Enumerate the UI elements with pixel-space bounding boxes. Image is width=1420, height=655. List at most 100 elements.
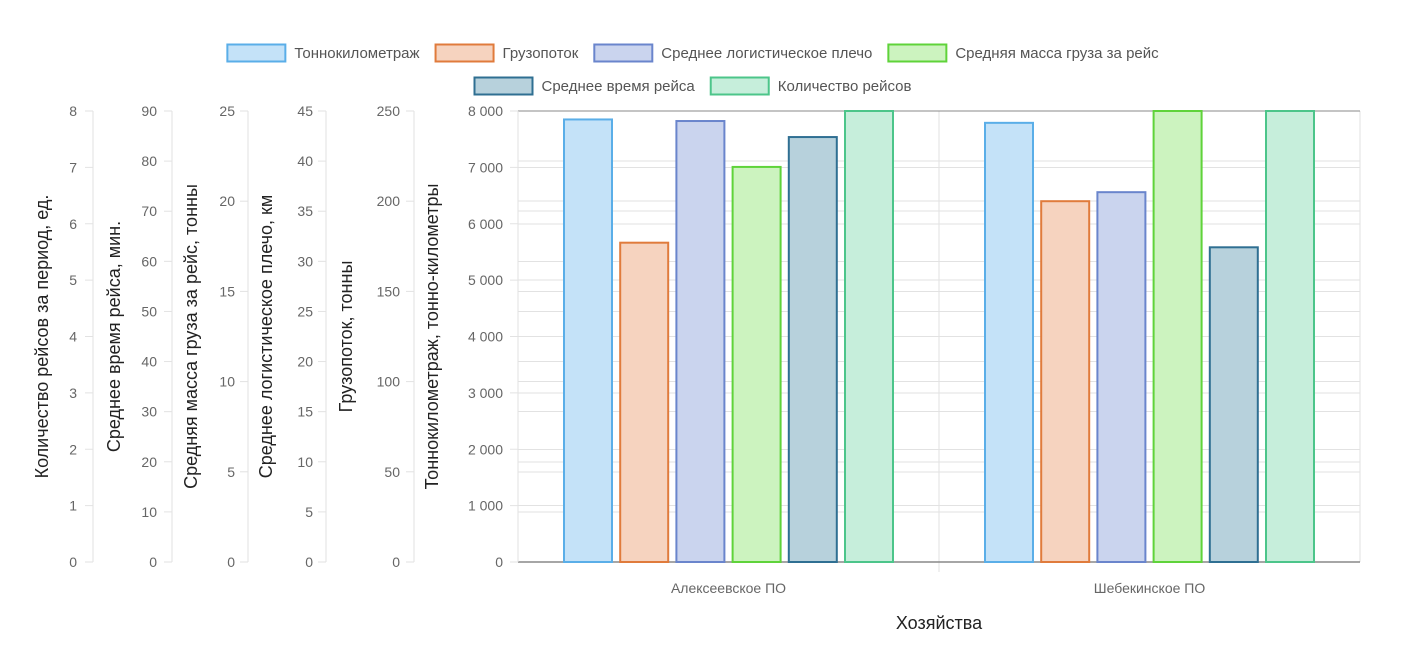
y-tick-label: 30 [141, 404, 157, 420]
legend-item: Среднее время рейса [473, 76, 696, 96]
legend-item: Тоннокилометраж [226, 43, 420, 63]
y-tick-label: 2 000 [468, 441, 503, 457]
legend-item: Среднее логистическое плечо [593, 43, 872, 63]
bars [563, 110, 1315, 564]
y-axis-mass: 0 5 10 15 20 25 Средняя масса груза за рейс, т… [181, 103, 249, 570]
legend-label: Грузопоток [503, 45, 579, 62]
y-axis-tkm: 0 1 000 2 000 3 000 4 000 5 000 6 000 7 000 8 00… [422, 103, 519, 570]
y-tick-label: 0 [227, 554, 235, 570]
y-axis-title: Количество рейсов за период, ед. [32, 195, 52, 479]
y-axis-title: Среднее время рейса, мин. [104, 221, 124, 452]
legend-item: Грузопоток [434, 43, 579, 63]
y-tick-label: 150 [377, 283, 401, 299]
legend-label: Тоннокилометраж [294, 45, 419, 62]
y-tick-label: 0 [305, 554, 313, 570]
y-axis-time: 0 10 20 30 40 50 60 70 80 90 Среднее время рейса, … [104, 103, 173, 570]
bar-4-2 [1152, 110, 1203, 563]
y-tick-label: 4 [69, 329, 77, 345]
y-tick-label: 90 [141, 103, 157, 119]
y-tick-label: 0 [495, 554, 503, 570]
legend-label: Количество рейсов [778, 78, 912, 95]
y-tick-label: 25 [297, 303, 313, 319]
bar-6-1 [844, 110, 894, 563]
bar-3-2 [1096, 191, 1147, 563]
y-tick-label: 5 [227, 464, 235, 480]
y-tick-label: 50 [141, 303, 157, 319]
y-tick-label: 20 [219, 193, 235, 209]
bar-1-2 [984, 121, 1034, 564]
x-tick-label: Шебекинское ПО [1094, 580, 1206, 596]
y-tick-label: 8 000 [468, 103, 503, 119]
y-tick-label: 10 [297, 454, 313, 470]
y-tick-label: 200 [377, 193, 401, 209]
y-tick-label: 35 [297, 203, 313, 219]
x-axis: Алексеевское ПО Шебекинское ПО Хозяйства [671, 580, 1205, 633]
y-tick-label: 6 [69, 216, 77, 232]
y-tick-label: 0 [69, 554, 77, 570]
x-tick-label: Алексеевское ПО [671, 580, 786, 596]
y-axis-title: Грузопоток, тонны [336, 261, 356, 413]
y-tick-label: 3 000 [468, 385, 503, 401]
legend-item: Количество рейсов [709, 76, 912, 96]
y-tick-label: 30 [297, 253, 313, 269]
y-axis-flow: 0 50 100 150 200 250 Грузопоток, тонны [336, 103, 415, 570]
y-tick-label: 15 [297, 404, 313, 420]
y-tick-label: 10 [141, 504, 157, 520]
bar-2-1 [619, 241, 670, 564]
bar-5-2 [1208, 246, 1259, 563]
y-tick-label: 1 [69, 498, 77, 514]
y-tick-label: 4 000 [468, 329, 503, 345]
y-tick-label: 5 000 [468, 272, 503, 288]
legend-swatch [226, 43, 287, 63]
y-tick-label: 70 [141, 203, 157, 219]
y-axis-title: Средняя масса груза за рейс, тонны [181, 184, 201, 489]
legend: Тоннокилометраж Грузопоток Среднее логисти… [226, 43, 1159, 96]
y-tick-label: 60 [141, 253, 157, 269]
legend-item: Средняя масса груза за рейс [887, 43, 1159, 63]
legend-swatch [709, 76, 770, 96]
y-tick-label: 2 [69, 441, 77, 457]
bar-3-1 [675, 120, 726, 564]
legend-label: Среднее время рейса [542, 78, 696, 95]
legend-swatch [593, 43, 654, 63]
legend-swatch [434, 43, 495, 63]
y-tick-label: 20 [141, 454, 157, 470]
legend-swatch [473, 76, 534, 96]
y-tick-label: 7 [69, 159, 77, 175]
y-tick-label: 0 [392, 554, 400, 570]
y-tick-label: 7 000 [468, 159, 503, 175]
y-tick-label: 5 [305, 504, 313, 520]
y-tick-label: 80 [141, 153, 157, 169]
y-tick-label: 3 [69, 385, 77, 401]
y-tick-label: 1 000 [468, 498, 503, 514]
y-tick-label: 20 [297, 354, 313, 370]
legend-swatch [887, 43, 948, 63]
y-axis-title: Тоннокилометраж, тонно-километры [422, 184, 442, 490]
y-tick-label: 15 [219, 283, 235, 299]
legend-label: Среднее логистическое плечо [661, 45, 872, 62]
bar-5-1 [787, 136, 838, 564]
bar-2-2 [1040, 200, 1091, 563]
y-tick-label: 50 [384, 464, 400, 480]
y-tick-label: 25 [219, 103, 235, 119]
y-axis-title: Среднее логистическое плечо, км [256, 195, 276, 479]
y-tick-label: 6 000 [468, 216, 503, 232]
y-tick-label: 5 [69, 272, 77, 288]
bar-1-1 [563, 118, 613, 564]
y-axis-shoulder: 0 5 10 15 20 25 30 35 40 45 Среднее логистическое … [256, 103, 327, 570]
x-axis-title: Хозяйства [896, 613, 983, 633]
y-tick-label: 40 [141, 354, 157, 370]
y-tick-label: 0 [149, 554, 157, 570]
y-tick-label: 40 [297, 153, 313, 169]
y-axis-trips: 0 1 2 3 4 5 6 7 8 Количество рейсов за период, ед… [32, 103, 94, 570]
y-tick-label: 10 [219, 374, 235, 390]
y-tick-label: 45 [297, 103, 313, 119]
bar-4-1 [731, 165, 782, 563]
y-tick-label: 250 [377, 103, 401, 119]
y-tick-label: 100 [377, 374, 401, 390]
bar-6-2 [1265, 110, 1315, 563]
y-tick-label: 8 [69, 103, 77, 119]
